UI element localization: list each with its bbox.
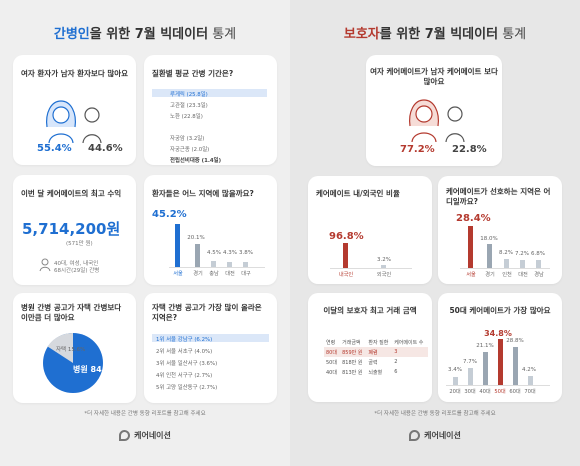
left-panel: 간병인을 위한 7월 빅데이터 통계 여자 환자가 남자 환자보다 많아요 55… xyxy=(0,27,290,441)
caregiver-icons xyxy=(409,99,465,143)
bar-domestic xyxy=(343,243,348,268)
age-card: 50대 케어메이트가 가장 많아요 3.4% 7.7% 21.1% 34.8% … xyxy=(438,293,562,402)
bar-age-50 xyxy=(498,339,503,385)
bar-daejeon xyxy=(227,262,232,267)
bar-seoul xyxy=(175,224,180,267)
gender-card: 여자 환자가 남자 환자보다 많아요 55.4% 44.6% xyxy=(13,55,136,165)
proposal-card: 병원 간병 공고가 자택 간병보다 이만큼 더 많아요 자택 15.6% 병원 … xyxy=(13,293,136,403)
left-title: 간병인을 위한 7월 빅데이터 통계 xyxy=(53,27,237,42)
caregiver-gender-card: 여자 케어메이트가 남자 케어메이트 보다 많아요 77.2% 22.8% xyxy=(366,55,502,166)
logo-icon xyxy=(409,430,421,441)
bar-foreign xyxy=(381,265,386,268)
bar-age-70 xyxy=(528,376,533,385)
bar-age-40 xyxy=(483,352,488,385)
logo-icon xyxy=(119,430,131,441)
right-panel: 보호자를 위한 7월 빅데이터 통계 여자 케어메이트가 남자 케어메이트 보다… xyxy=(290,0,580,466)
bar-pref-daejeon xyxy=(520,260,525,268)
bar-gyeonggi xyxy=(195,244,200,267)
bar-pref-gyeonggi xyxy=(487,244,492,268)
patient-icons xyxy=(46,100,102,144)
hospital-pie xyxy=(43,332,103,393)
bar-pref-incheon xyxy=(504,259,509,268)
bar-daegu xyxy=(243,262,248,267)
period-card: 질환별 평균 간병 기간은? 루게릭 (25.8일) 고관절 (23.3일) 노… xyxy=(144,55,277,165)
right-logo: 케어네이션 xyxy=(290,430,580,441)
preferred-card: 케어메이트가 선호하는 지역은 어디일까요? 28.4% 18.0% 8.2% … xyxy=(438,176,562,284)
bar-pref-gyeongnam xyxy=(536,260,541,268)
bar-age-20 xyxy=(453,377,458,385)
user-icon xyxy=(39,258,51,272)
deal-card: 이달의 보호자 최고 거래 금액 연령 거래금액 환자 질환 케어메이트 수 8… xyxy=(308,293,432,402)
bar-pref-seoul xyxy=(468,226,473,268)
income-card: 이번 달 케어메이트의 최고 수익 5,714,200원 (571만 원) 40… xyxy=(13,175,136,285)
bar-chungnam xyxy=(211,261,216,267)
left-logo: 케어네이션 xyxy=(0,430,290,441)
bar-age-30 xyxy=(468,368,473,385)
bar-age-60 xyxy=(513,347,518,385)
deal-table: 연령 거래금액 환자 질환 케어메이트 수 80대 859만 원 폐렴 3 50… xyxy=(324,337,428,377)
right-title: 보호자를 위한 7월 빅데이터 통계 xyxy=(343,27,527,42)
nationality-card: 케어메이트 내/외국인 비율 96.8% 3.2% 내국인 외국인 xyxy=(308,176,432,284)
region-card: 환자들은 어느 지역에 많을까요? 45.2% 20.1% 4.5% 4.3% … xyxy=(144,175,277,285)
jobs-card: 자택 간병 공고가 가장 많이 올라온 지역은? 1위 서울 강남구 (6.2%… xyxy=(144,293,277,403)
